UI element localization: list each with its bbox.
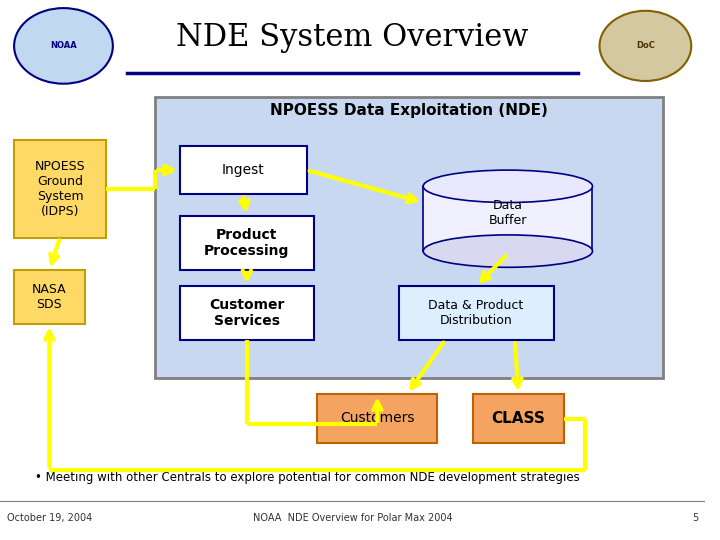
Ellipse shape: [423, 170, 593, 202]
Circle shape: [600, 11, 691, 81]
Circle shape: [14, 8, 113, 84]
Text: Ingest: Ingest: [222, 163, 265, 177]
Text: • Meeting with other Centrals to explore potential for common NDE development st: • Meeting with other Centrals to explore…: [35, 471, 580, 484]
FancyBboxPatch shape: [14, 270, 85, 324]
FancyBboxPatch shape: [472, 394, 564, 443]
FancyBboxPatch shape: [423, 186, 593, 251]
Text: Data & Product
Distribution: Data & Product Distribution: [428, 299, 523, 327]
FancyBboxPatch shape: [180, 286, 314, 340]
Text: NPOESS
Ground
System
(IDPS): NPOESS Ground System (IDPS): [35, 160, 85, 218]
Text: NOAA: NOAA: [50, 42, 77, 50]
FancyBboxPatch shape: [14, 140, 106, 238]
FancyBboxPatch shape: [399, 286, 554, 340]
Text: Data
Buffer: Data Buffer: [489, 199, 527, 227]
Text: Customer
Services: Customer Services: [210, 298, 284, 328]
Text: NPOESS Data Exploitation (NDE): NPOESS Data Exploitation (NDE): [270, 103, 548, 118]
Text: NOAA  NDE Overview for Polar Max 2004: NOAA NDE Overview for Polar Max 2004: [253, 514, 452, 523]
FancyBboxPatch shape: [156, 97, 663, 378]
Text: Customers: Customers: [340, 411, 415, 426]
Text: NASA
SDS: NASA SDS: [32, 283, 67, 311]
Ellipse shape: [423, 235, 593, 267]
FancyBboxPatch shape: [180, 216, 314, 270]
Text: CLASS: CLASS: [492, 411, 545, 426]
Text: October 19, 2004: October 19, 2004: [7, 514, 92, 523]
Text: Product
Processing: Product Processing: [204, 228, 289, 258]
FancyBboxPatch shape: [318, 394, 437, 443]
FancyBboxPatch shape: [180, 146, 307, 194]
Text: DoC: DoC: [636, 42, 654, 50]
Text: 5: 5: [692, 514, 698, 523]
Text: NDE System Overview: NDE System Overview: [176, 22, 529, 53]
